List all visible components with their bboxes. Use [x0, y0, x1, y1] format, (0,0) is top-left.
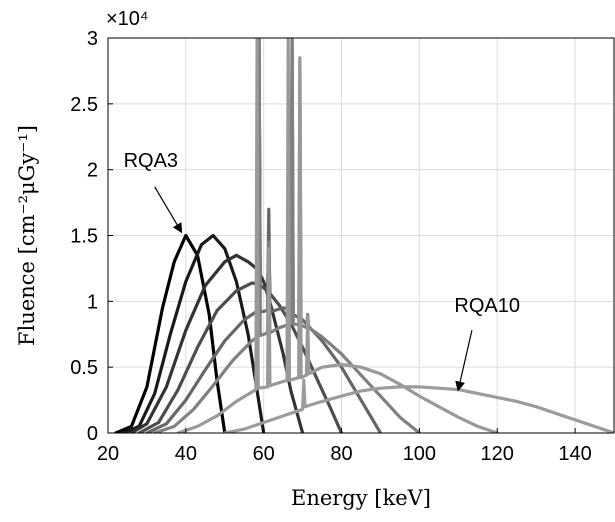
x-tick-label: 60: [253, 443, 275, 465]
y-tick-label: 0.5: [70, 357, 98, 379]
y-axis-label: Fluence [cm⁻²μGy⁻¹]: [15, 125, 39, 346]
axis-ticks: 20 40 60 80 100 120 140 0 0.5 1 1.5 2 2.5 3: [70, 28, 592, 465]
x-axis-label: Energy [keV]: [291, 486, 431, 510]
spectrum-line: [121, 233, 266, 433]
annotation-arrow: [154, 186, 183, 234]
annotation-arrow: [455, 330, 473, 392]
x-tick-label: 100: [403, 443, 436, 465]
y-tick-label: 2: [87, 160, 98, 182]
y-tick-label: 2.5: [70, 94, 98, 116]
spectrum-line: [153, 38, 421, 433]
x-tick-label: 40: [175, 443, 197, 465]
spectrum-line: [129, 38, 305, 433]
x-tick-label: 80: [330, 443, 352, 465]
annotation-label: RQA10: [454, 295, 520, 317]
y-tick-label: 3: [87, 28, 98, 50]
spectrum-line: [223, 378, 614, 433]
x-tick-label: 20: [97, 443, 119, 465]
y-tick-label: 0: [87, 423, 98, 445]
annotations: RQA3 RQA10: [124, 150, 520, 392]
y-tick-label: 1: [87, 291, 98, 313]
x-tick-label: 140: [558, 443, 591, 465]
spectrum-line: [114, 233, 227, 433]
series-group: [114, 38, 614, 433]
x-tick-label: 120: [481, 443, 514, 465]
y-axis-multiplier: ×10⁴: [106, 8, 149, 30]
y-tick-label: 1.5: [70, 226, 98, 248]
annotation-label: RQA3: [124, 150, 178, 172]
